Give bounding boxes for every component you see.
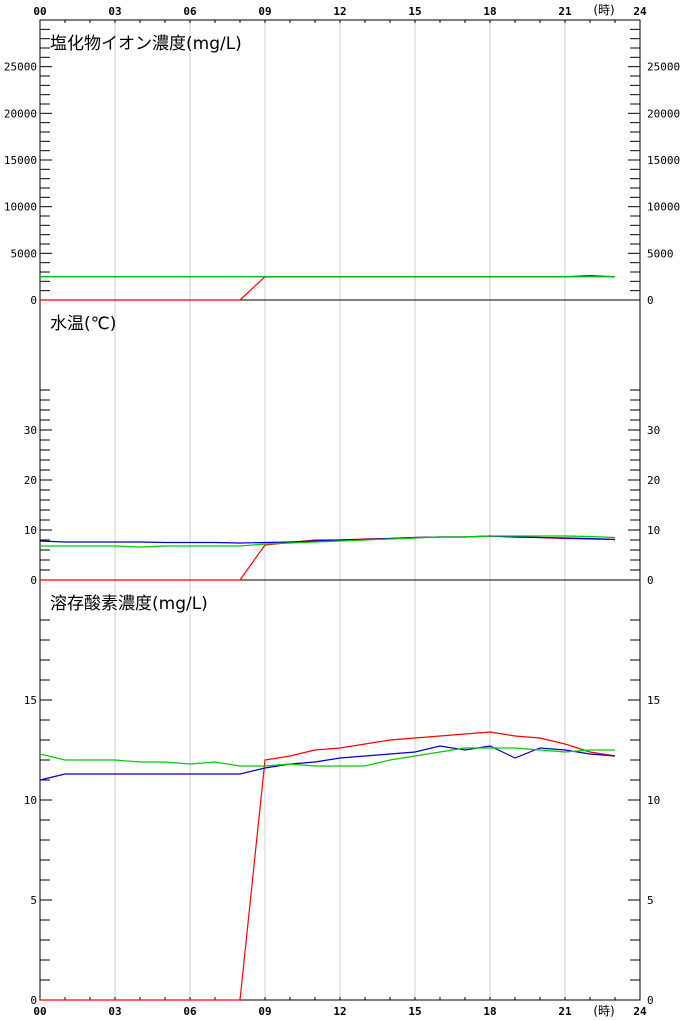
y-tick-label-right: 10 — [647, 524, 660, 537]
x-tick-label-top: 21 — [558, 5, 572, 18]
x-tick-label-bottom: 18 — [483, 1005, 496, 1018]
y-tick-label-left: 5000 — [11, 247, 38, 260]
x-tick-label-bottom: 12 — [333, 1005, 346, 1018]
x-tick-label-top: 09 — [258, 5, 271, 18]
series-line — [40, 535, 616, 548]
y-tick-label-right: 30 — [647, 424, 660, 437]
panel-title: 水温(℃) — [50, 314, 116, 334]
series-line — [40, 731, 616, 1001]
x-tick-label-bottom: 21 — [558, 1005, 572, 1018]
y-tick-label-left: 0 — [30, 994, 37, 1007]
y-tick-label-right: 10 — [647, 794, 660, 807]
y-tick-label-left: 0 — [30, 574, 37, 587]
panel-title: 溶存酸素濃度(mg/L) — [50, 594, 208, 614]
x-unit-label-bottom: (時) — [593, 1004, 614, 1018]
y-tick-label-left: 10 — [24, 794, 37, 807]
series-line — [39, 535, 616, 544]
y-tick-label-left: 15000 — [4, 154, 37, 167]
x-tick-label-top: 24 — [633, 5, 647, 18]
x-tick-label-bottom: 09 — [258, 1005, 271, 1018]
y-tick-label-right: 20 — [647, 474, 660, 487]
y-tick-label-right: 15000 — [647, 154, 680, 167]
x-tick-label-top: 15 — [408, 5, 421, 18]
y-tick-label-right: 0 — [647, 994, 654, 1007]
y-tick-label-left: 15 — [24, 694, 37, 707]
x-tick-label-bottom: 24 — [633, 1005, 647, 1018]
y-tick-label-left: 20000 — [4, 107, 37, 120]
x-tick-label-bottom: 06 — [183, 1005, 197, 1018]
y-tick-label-right: 10000 — [647, 201, 680, 214]
series-line — [40, 276, 615, 301]
x-tick-label-top: 03 — [108, 5, 121, 18]
y-tick-label-left: 0 — [30, 294, 37, 307]
y-tick-label-right: 15 — [647, 694, 660, 707]
y-tick-label-left: 30 — [24, 424, 37, 437]
y-tick-label-left: 10 — [24, 524, 37, 537]
x-tick-label-bottom: 00 — [33, 1005, 46, 1018]
series-line — [39, 747, 615, 767]
series-line — [39, 745, 616, 781]
x-tick-label-bottom: 15 — [408, 1005, 421, 1018]
x-tick-label-top: 00 — [33, 5, 46, 18]
y-tick-label-right: 25000 — [647, 61, 680, 74]
y-tick-label-right: 0 — [647, 294, 654, 307]
x-tick-label-top: 18 — [483, 5, 496, 18]
y-tick-label-left: 25000 — [4, 61, 37, 74]
y-tick-label-left: 5 — [30, 894, 37, 907]
y-tick-label-right: 5 — [647, 894, 654, 907]
y-tick-label-right: 5000 — [647, 247, 674, 260]
y-tick-label-left: 10000 — [4, 201, 37, 214]
y-tick-label-left: 20 — [24, 474, 37, 487]
x-unit-label-top: (時) — [593, 3, 614, 17]
y-tick-label-right: 20000 — [647, 107, 680, 120]
y-tick-label-right: 0 — [647, 574, 654, 587]
x-tick-label-top: 12 — [333, 5, 346, 18]
x-tick-label-top: 06 — [183, 5, 197, 18]
panel-title: 塩化物イオン濃度(mg/L) — [50, 34, 242, 54]
x-tick-label-bottom: 03 — [108, 1005, 121, 1018]
